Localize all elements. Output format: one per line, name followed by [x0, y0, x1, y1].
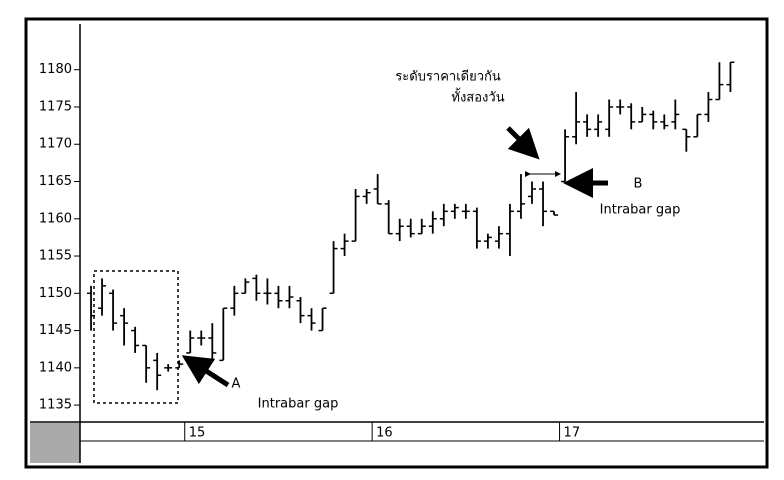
- y-tick-label: 1135: [39, 398, 72, 413]
- annotation: Intrabar gap: [600, 203, 681, 218]
- y-tick-label: 1155: [39, 249, 72, 264]
- y-tick-label: 1145: [39, 323, 72, 338]
- y-tick-label: 1140: [39, 360, 72, 375]
- y-tick-label: 1160: [39, 211, 72, 226]
- highlight-box: [93, 270, 179, 404]
- y-tick-label: 1165: [39, 174, 72, 189]
- y-tick-label: 1150: [39, 286, 72, 301]
- x-tick-label: 16: [376, 426, 393, 441]
- y-tick-label: 1175: [39, 99, 72, 114]
- annotation: ระดับราคาเดียวกัน: [395, 69, 501, 85]
- annotation: ทั้งสองวัน: [451, 88, 504, 106]
- y-tick-label: 1180: [39, 62, 72, 77]
- annotation: B: [634, 177, 643, 192]
- x-tick-label: 15: [189, 426, 206, 441]
- arrow-a: [181, 355, 230, 388]
- corner-box: [30, 423, 80, 463]
- frame: [24, 17, 769, 469]
- arrow-note: [506, 126, 540, 160]
- annotation: A: [232, 377, 241, 392]
- y-tick-label: 1170: [39, 137, 72, 152]
- annotation: Intrabar gap: [258, 397, 339, 412]
- x-tick-label: 17: [564, 426, 581, 441]
